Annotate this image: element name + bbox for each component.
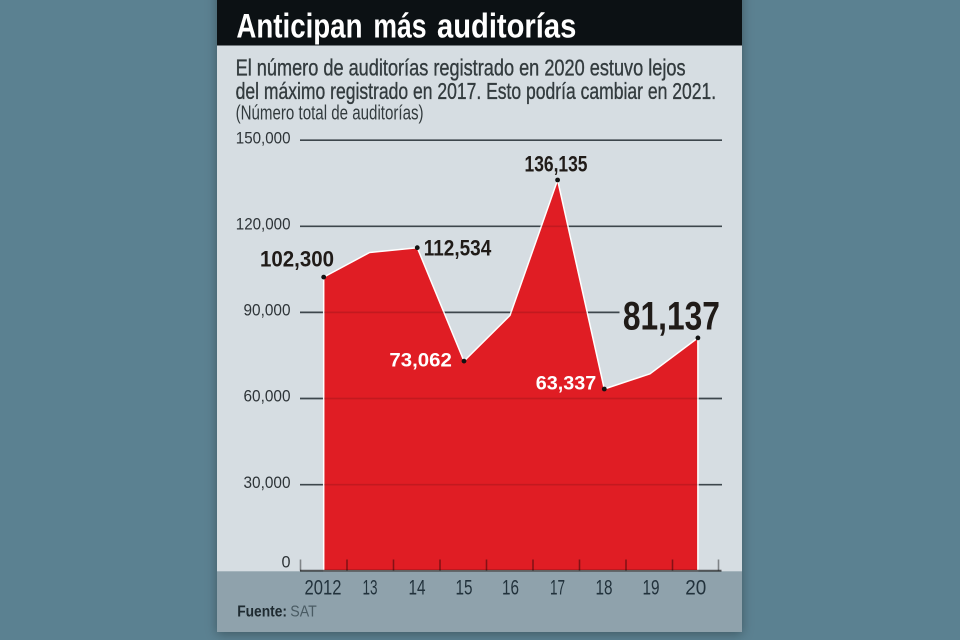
- svg-text:73,062: 73,062: [389, 350, 452, 371]
- svg-text:81,137: 81,137: [623, 294, 720, 338]
- svg-text:120,000: 120,000: [236, 215, 291, 233]
- svg-text:0: 0: [281, 554, 290, 572]
- svg-text:del máximo registrado en 2017.: del máximo registrado en 2017. Esto podr…: [236, 78, 716, 104]
- svg-text:auditorías: auditorías: [437, 7, 576, 45]
- svg-text:63,337: 63,337: [536, 373, 597, 394]
- svg-text:102,300: 102,300: [260, 246, 334, 271]
- svg-text:2012: 2012: [305, 576, 342, 600]
- svg-text:más: más: [373, 7, 426, 45]
- svg-text:17: 17: [550, 576, 565, 600]
- svg-text:SAT: SAT: [290, 604, 317, 621]
- svg-text:16: 16: [502, 576, 519, 600]
- svg-text:30,000: 30,000: [244, 474, 291, 492]
- svg-text:136,135: 136,135: [525, 151, 588, 176]
- svg-text:18: 18: [596, 576, 613, 600]
- svg-text:13: 13: [363, 576, 378, 600]
- svg-text:Fuente:: Fuente:: [237, 604, 287, 621]
- svg-text:90,000: 90,000: [244, 302, 291, 320]
- svg-text:150,000: 150,000: [236, 129, 291, 147]
- svg-text:14: 14: [409, 576, 426, 600]
- svg-text:19: 19: [643, 576, 660, 600]
- svg-text:El número de auditorías regist: El número de auditorías registrado en 20…: [236, 54, 686, 80]
- svg-text:112,534: 112,534: [424, 236, 492, 261]
- svg-text:(Número total de auditorías): (Número total de auditorías): [236, 103, 424, 125]
- svg-text:15: 15: [456, 576, 473, 600]
- svg-text:Anticipan: Anticipan: [236, 7, 362, 45]
- svg-text:60,000: 60,000: [244, 388, 291, 406]
- svg-text:20: 20: [685, 576, 706, 600]
